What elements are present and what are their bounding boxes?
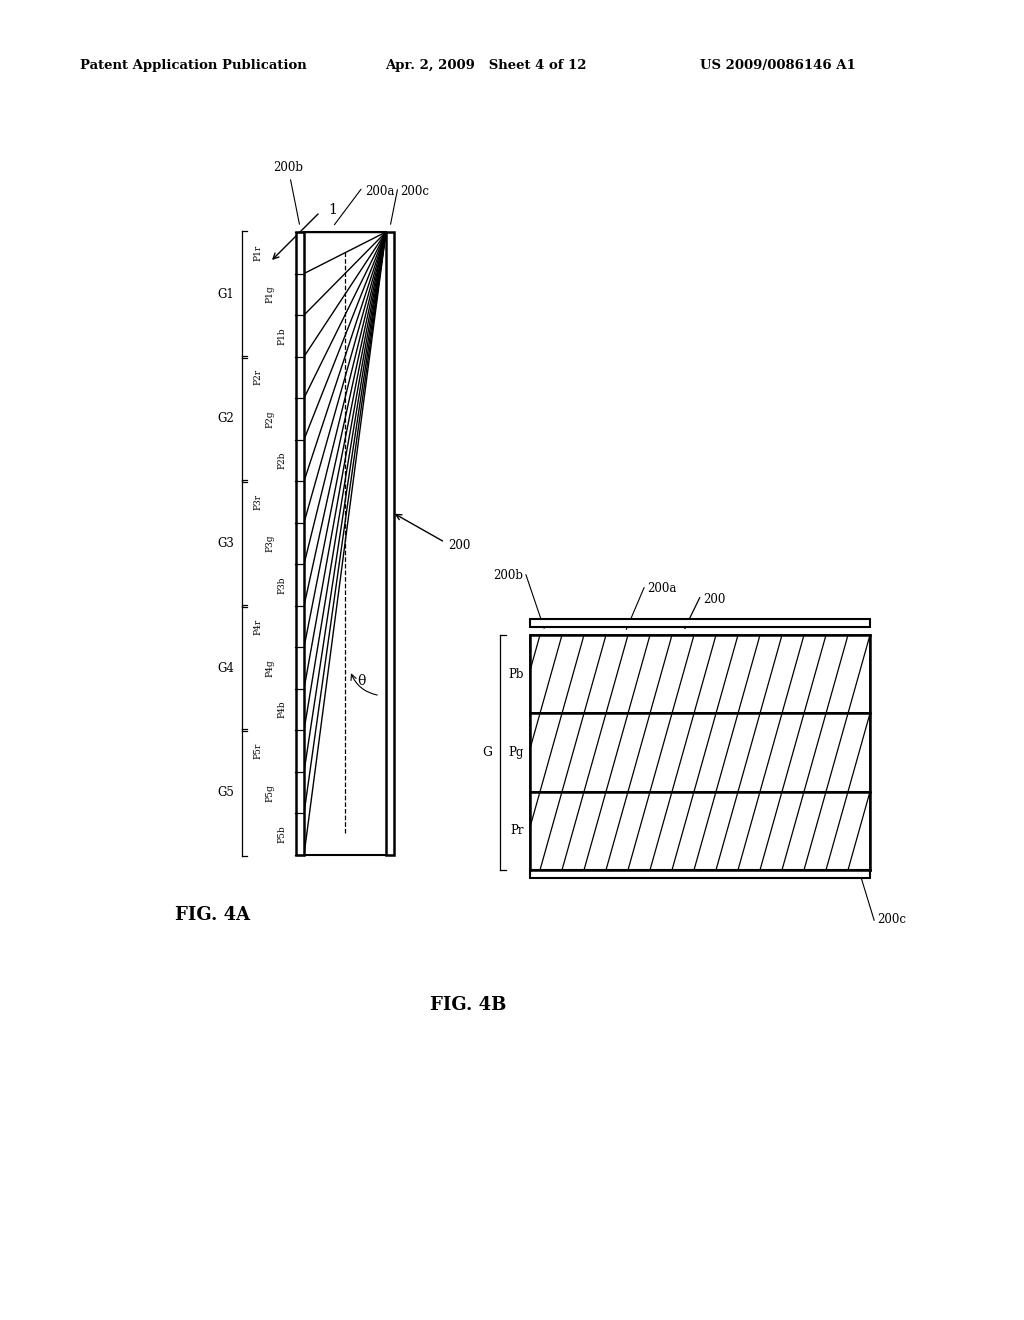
- Text: Apr. 2, 2009   Sheet 4 of 12: Apr. 2, 2009 Sheet 4 of 12: [385, 58, 587, 71]
- Text: 200: 200: [449, 539, 470, 552]
- Text: P2g: P2g: [265, 411, 274, 428]
- Text: FIG. 4B: FIG. 4B: [430, 997, 507, 1014]
- Text: G: G: [482, 746, 492, 759]
- Text: P5g: P5g: [265, 784, 274, 801]
- Text: G3: G3: [217, 537, 234, 550]
- Text: P2b: P2b: [278, 451, 287, 469]
- Text: Pg: Pg: [509, 746, 524, 759]
- Text: Patent Application Publication: Patent Application Publication: [80, 58, 307, 71]
- Bar: [530, 619, 870, 627]
- Text: 200c: 200c: [877, 913, 906, 927]
- Text: G1: G1: [217, 288, 234, 301]
- Text: 1: 1: [328, 203, 337, 216]
- Text: Pb: Pb: [509, 668, 524, 681]
- Text: P4r: P4r: [254, 619, 262, 635]
- Text: G2: G2: [217, 412, 234, 425]
- Text: G4: G4: [217, 661, 234, 675]
- Text: P1b: P1b: [278, 327, 287, 345]
- Bar: [530, 713, 870, 792]
- Text: P4g: P4g: [265, 659, 274, 677]
- Text: P1g: P1g: [265, 285, 274, 304]
- Bar: [530, 635, 870, 713]
- Text: P2r: P2r: [254, 370, 262, 385]
- Text: FIG. 4A: FIG. 4A: [175, 906, 250, 924]
- Bar: [530, 870, 870, 878]
- Text: P1r: P1r: [254, 244, 262, 261]
- Text: P5b: P5b: [278, 825, 287, 843]
- Text: 200a: 200a: [365, 185, 394, 198]
- Text: 200b: 200b: [493, 569, 523, 582]
- Bar: [530, 792, 870, 870]
- Text: P5r: P5r: [254, 743, 262, 759]
- Text: P3r: P3r: [254, 494, 262, 510]
- Bar: [296, 232, 304, 855]
- Text: P3g: P3g: [265, 535, 274, 552]
- Text: P3b: P3b: [278, 577, 287, 594]
- Text: P4b: P4b: [278, 701, 287, 718]
- Text: G5: G5: [217, 787, 234, 799]
- Bar: [386, 232, 394, 855]
- Text: Pr: Pr: [511, 824, 524, 837]
- Text: US 2009/0086146 A1: US 2009/0086146 A1: [700, 58, 856, 71]
- Text: 200a: 200a: [647, 582, 677, 595]
- Text: 200b: 200b: [273, 161, 303, 174]
- Text: θ: θ: [357, 673, 366, 688]
- Text: 200c: 200c: [400, 185, 429, 198]
- Text: 200: 200: [703, 593, 725, 606]
